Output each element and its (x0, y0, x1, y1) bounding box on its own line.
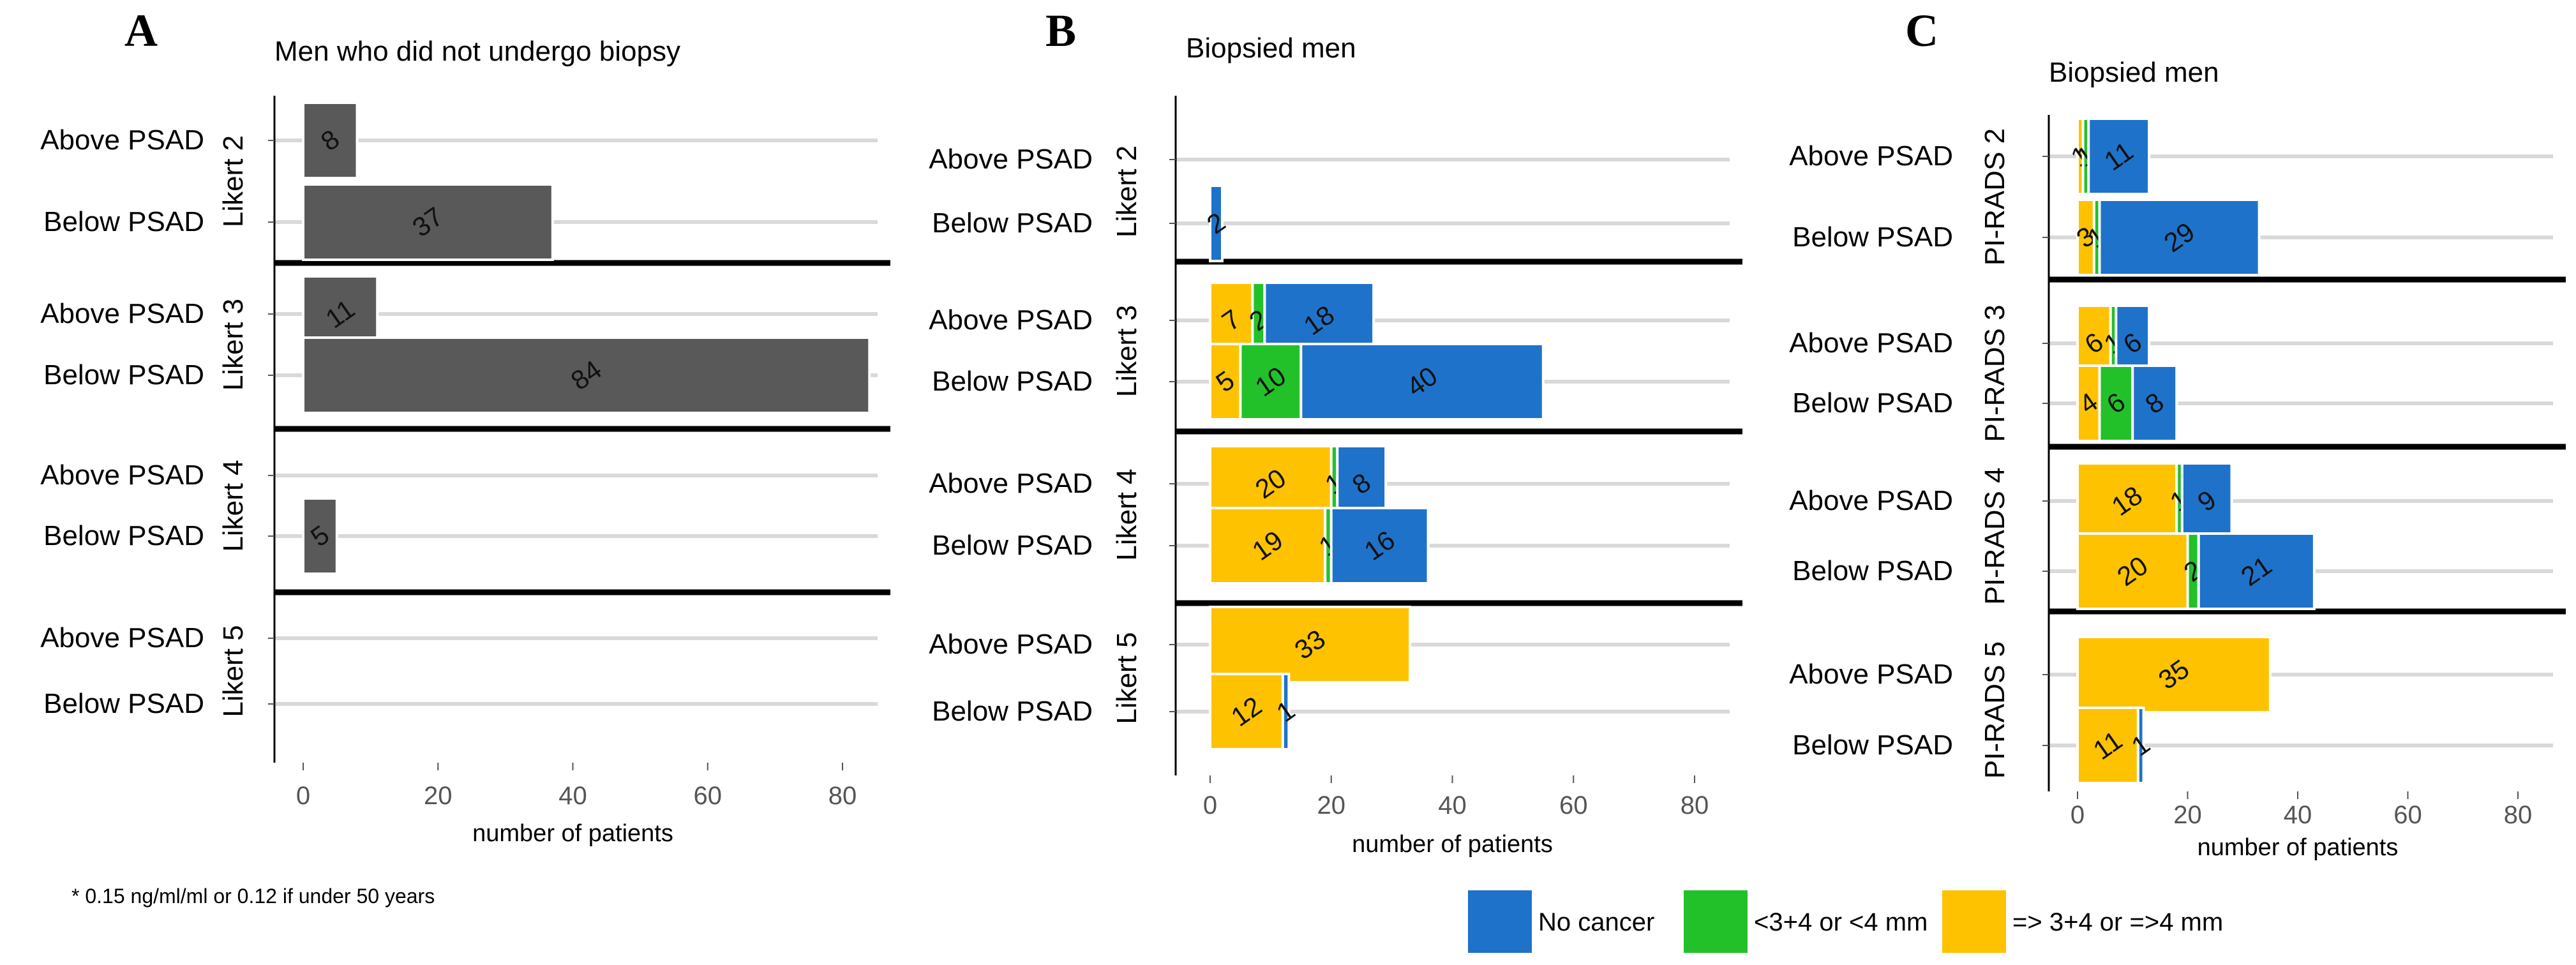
row-label: Below PSAD (1792, 555, 1953, 587)
bar-segment (2087, 117, 2151, 195)
row-label: Above PSAD (40, 460, 204, 491)
row-label: Above PSAD (40, 124, 204, 156)
group-label: Likert 3 (218, 299, 249, 391)
row-label: Below PSAD (1792, 387, 1953, 419)
x-tick-label: 0 (296, 782, 310, 810)
x-tick-label: 60 (1559, 791, 1588, 819)
bar-segment (1209, 343, 1242, 421)
group-label: Likert 5 (1111, 632, 1142, 724)
legend-swatch (1942, 890, 2006, 953)
footnote: * 0.15 ng/ml/ml or 0.12 if under 50 year… (71, 885, 435, 908)
row-label: Below PSAD (1792, 221, 1953, 253)
x-tick-label: 20 (424, 782, 453, 810)
panel-b-letter: B (1045, 5, 1076, 56)
legend-label: <3+4 or <4 mm (1754, 908, 1928, 936)
group-label: Likert 2 (1111, 146, 1142, 237)
legend-swatch (1684, 890, 1748, 953)
bar-segment (2098, 198, 2261, 276)
bar-segment (302, 101, 359, 179)
legend-label: No cancer (1538, 908, 1654, 936)
panel-a: A Men who did not undergo biopsy Above P… (40, 5, 890, 847)
row-label: Above PSAD (1789, 327, 1953, 359)
panel-c-title: Biopsied men (2049, 57, 2219, 88)
bar-segment (302, 497, 338, 575)
row-label: Below PSAD (932, 696, 1093, 727)
x-tick-label: 80 (828, 782, 857, 810)
bar-segment (2076, 462, 2178, 540)
legend-label: => 3+4 or =>4 mm (2012, 908, 2223, 936)
group-label: Likert 4 (1111, 468, 1142, 560)
panel-a-title: Men who did not undergo biopsy (274, 36, 680, 67)
x-tick-label: 60 (694, 782, 723, 810)
row-label: Below PSAD (932, 207, 1093, 239)
x-tick-label: 0 (2071, 801, 2085, 829)
row-label: Above PSAD (929, 629, 1093, 660)
row-label: Above PSAD (929, 304, 1093, 336)
x-tick-label: 40 (1438, 791, 1467, 819)
group-label: Likert 4 (218, 460, 249, 551)
bar-segment (1209, 184, 1224, 262)
bar-segment (302, 183, 554, 261)
row-label: Above PSAD (1789, 485, 1953, 516)
x-axis-label: number of patients (1352, 831, 1553, 858)
row-label: Below PSAD (1792, 729, 1953, 761)
bar-segment (1281, 673, 1291, 751)
x-tick-label: 80 (1681, 791, 1709, 819)
group-label: PI-RADS 2 (1979, 128, 2011, 266)
panel-c-letter: C (1905, 5, 1938, 56)
x-tick-label: 20 (2173, 801, 2202, 829)
row-label: Above PSAD (40, 622, 204, 654)
row-label: Below PSAD (932, 530, 1093, 561)
row-label: Above PSAD (929, 468, 1093, 499)
bar-segment (1329, 507, 1430, 585)
bar-segment (1239, 343, 1303, 421)
x-tick-label: 40 (2284, 801, 2312, 829)
x-tick-label: 40 (558, 782, 587, 810)
row-label: Below PSAD (43, 359, 204, 391)
bar-segment (2076, 707, 2139, 784)
bar-segment (1209, 507, 1327, 585)
bar-segment (1209, 673, 1284, 751)
bar-segment (1299, 343, 1545, 421)
group-label: Likert 2 (218, 135, 249, 227)
group-label: Likert 5 (218, 625, 249, 717)
group-label: PI-RADS 4 (1979, 467, 2011, 604)
bar-segment (1209, 606, 1412, 684)
x-tick-label: 80 (2504, 801, 2533, 829)
x-axis-label: number of patients (472, 820, 673, 847)
panel-a-letter: A (124, 5, 158, 56)
row-label: Below PSAD (932, 366, 1093, 397)
row-label: Below PSAD (43, 206, 204, 237)
row-label: Above PSAD (929, 144, 1093, 175)
x-tick-label: 20 (1317, 791, 1346, 819)
row-label: Below PSAD (43, 688, 204, 719)
row-label: Below PSAD (43, 520, 204, 551)
row-label: Above PSAD (40, 298, 204, 329)
row-label: Above PSAD (1789, 659, 1953, 690)
bar-segment (2136, 707, 2145, 784)
bar-segment (2076, 636, 2272, 714)
x-tick-label: 0 (1203, 791, 1217, 819)
bar-segment (2131, 364, 2178, 442)
legend-swatch (1468, 890, 1532, 953)
panel-b-title: Biopsied men (1186, 33, 1356, 64)
x-tick-label: 60 (2393, 801, 2422, 829)
row-label: Above PSAD (1789, 140, 1953, 172)
x-axis-label: number of patients (2198, 834, 2399, 861)
legend: No cancer <3+4 or <4 mm => 3+4 or =>4 mm (1468, 890, 2223, 953)
bar-segment (2197, 532, 2316, 610)
group-label: Likert 3 (1111, 305, 1142, 397)
bar-segment (302, 336, 871, 414)
group-label: PI-RADS 5 (1979, 641, 2011, 779)
group-label: PI-RADS 3 (1979, 304, 2011, 442)
